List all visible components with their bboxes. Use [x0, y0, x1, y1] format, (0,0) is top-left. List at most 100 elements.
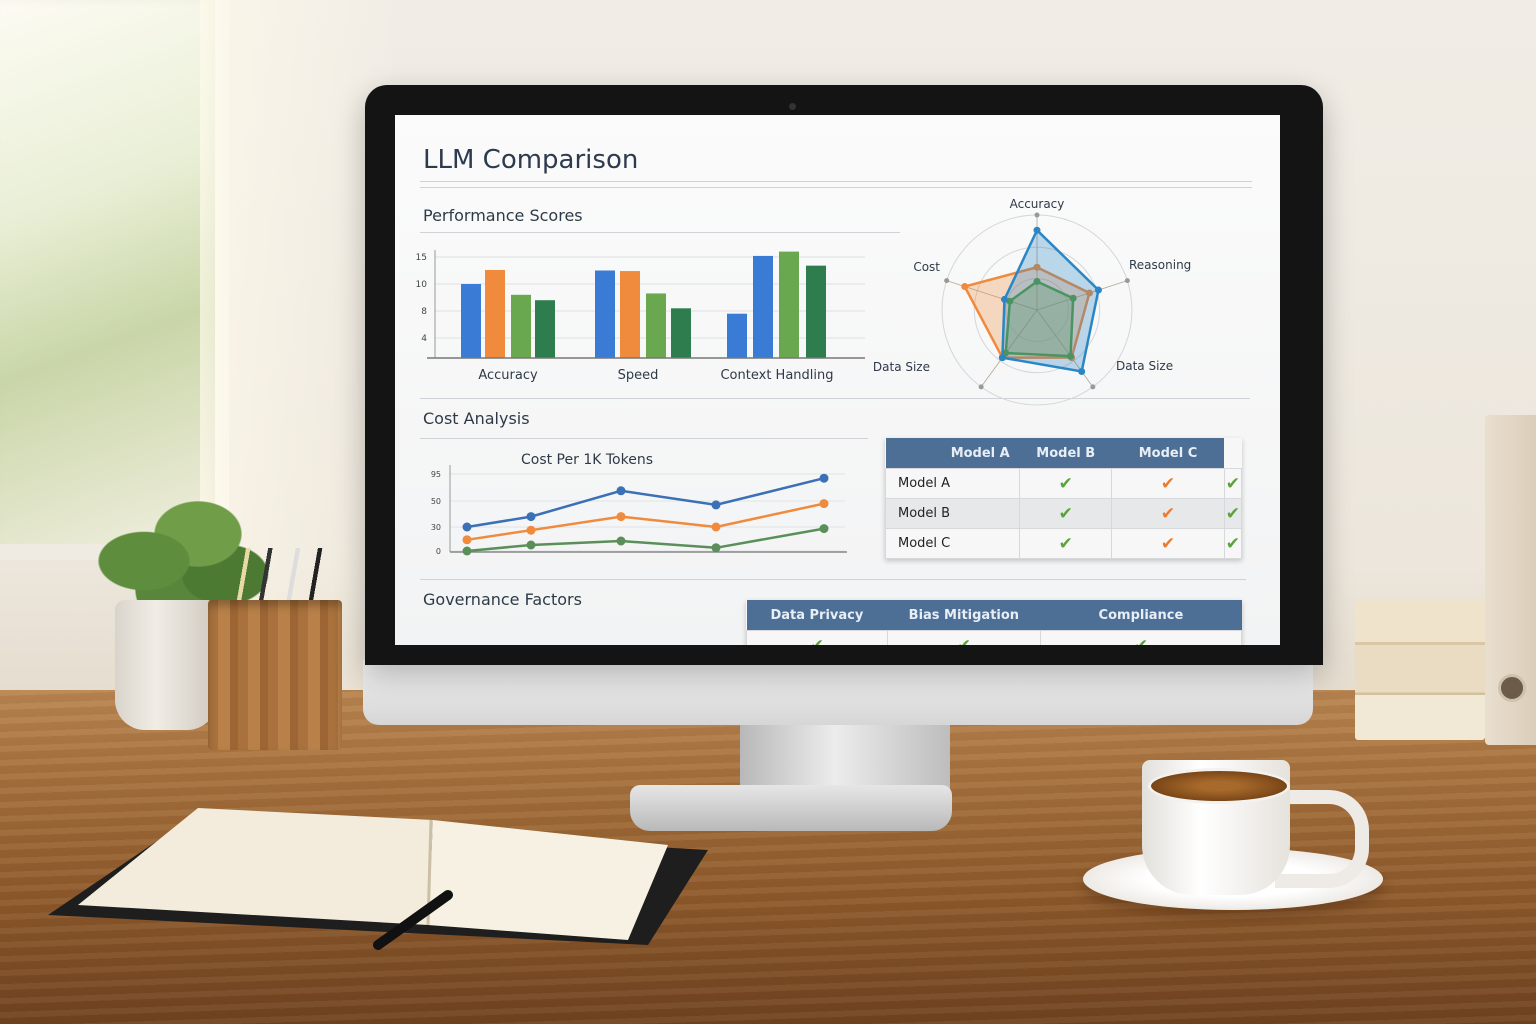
- section-cost-title: Cost Analysis: [423, 409, 530, 428]
- bar: [485, 269, 505, 358]
- bar: [779, 251, 799, 358]
- radar-point: [1069, 294, 1077, 302]
- line-point: [711, 500, 721, 510]
- table-row: Model B ✔ ✔ ✔: [884, 498, 1243, 529]
- bar: [727, 313, 747, 358]
- notebook: [48, 808, 708, 950]
- column-header: Model B: [1019, 438, 1112, 469]
- bar: [671, 308, 691, 358]
- check-icon: ✔: [746, 630, 888, 645]
- radar-point: [1000, 295, 1008, 303]
- radar-point: [1094, 286, 1102, 294]
- check-icon: ✔: [1019, 468, 1113, 499]
- plant-pot: [115, 600, 217, 730]
- line-point: [711, 522, 721, 532]
- check-icon: ✔: [1223, 528, 1243, 559]
- radar-point: [998, 354, 1006, 362]
- radar-point: [1006, 297, 1014, 305]
- check-icon: ✔: [1111, 528, 1225, 559]
- model-table: Model A Model B Model C Model A ✔ ✔ ✔ Model …: [884, 438, 1243, 559]
- line-series: [466, 502, 825, 542]
- x-tick-label: Context Handling: [720, 368, 833, 383]
- line-point: [819, 524, 829, 534]
- radar-axis-label: Data Size: [873, 360, 930, 374]
- books: [1355, 600, 1485, 740]
- line-point: [526, 525, 536, 535]
- radar-point: [1078, 367, 1086, 375]
- binder-ring: [1498, 674, 1526, 702]
- title-divider: [420, 181, 1252, 182]
- radar-series-area: [962, 265, 1091, 359]
- line-point: [462, 522, 472, 532]
- column-header: Bias Mitigation: [887, 600, 1041, 631]
- column-header: Model C: [1111, 438, 1225, 469]
- line-point: [462, 546, 472, 556]
- radar-point: [1067, 352, 1075, 360]
- check-icon: ✔: [886, 630, 1041, 645]
- bar: [646, 293, 666, 358]
- line-point: [819, 473, 829, 483]
- monitor-chin: [363, 660, 1313, 725]
- x-tick-label: Accuracy: [478, 368, 538, 383]
- radar-axis-label: Accuracy: [1010, 197, 1065, 211]
- radar-point: [1033, 226, 1041, 234]
- bar-chart: 4 8 10 15 Accuracy Speed Context Handling: [416, 250, 865, 383]
- table-header-row: Model A Model B Model C: [885, 438, 1242, 469]
- y-tick-label: 10: [416, 280, 428, 290]
- bar: [806, 265, 826, 358]
- y-tick-label: 8: [421, 307, 427, 317]
- section-governance-title: Governance Factors: [423, 590, 582, 609]
- radar-point: [1085, 289, 1093, 297]
- table-row: ✔ ✔ ✔: [746, 630, 1243, 645]
- radar-axis-dot: [1034, 212, 1040, 218]
- pencil-holder: [208, 600, 342, 750]
- performance-divider: [420, 232, 900, 233]
- governance-table: Data Privacy Bias Mitigation Compliance …: [746, 600, 1243, 645]
- radar-spoke: [1036, 280, 1128, 311]
- check-icon: ✔: [1111, 468, 1225, 499]
- pens: [235, 548, 335, 608]
- bar: [620, 271, 640, 358]
- column-header: Model A: [885, 438, 1020, 469]
- bar: [511, 294, 531, 358]
- bar: [753, 255, 773, 358]
- row-label: Model B: [884, 498, 1020, 529]
- section-performance-title: Performance Scores: [423, 206, 583, 225]
- column-header: Data Privacy: [746, 600, 888, 631]
- radar-axis-label: Data Size: [1116, 359, 1173, 373]
- row-label: Model A: [884, 468, 1020, 499]
- radar-series-area: [1001, 228, 1100, 373]
- line-point: [616, 512, 626, 522]
- radar-chart: Accuracy Reasoning Data Size Data Size Cost: [873, 197, 1191, 406]
- table-row: Model C ✔ ✔ ✔: [884, 528, 1243, 559]
- check-icon: ✔: [1039, 630, 1243, 645]
- line-chart: 0 30 50 95: [431, 465, 847, 556]
- webcam: [789, 103, 796, 110]
- table-row: Model A ✔ ✔ ✔: [884, 468, 1243, 499]
- radar-axis-dot: [1124, 278, 1130, 284]
- cup-handle: [1275, 790, 1369, 888]
- cost-divider: [420, 438, 868, 439]
- y-tick-label: 50: [431, 497, 441, 506]
- bar: [461, 284, 481, 358]
- radar-axis-dot: [978, 384, 984, 390]
- bar: [595, 270, 615, 358]
- section-divider: [420, 398, 1250, 399]
- title-divider-2: [420, 187, 1252, 188]
- charts-layer: 4 8 10 15 Accuracy Speed Context Handling Accu…: [416, 197, 1192, 556]
- line-chart-title: Cost Per 1K Tokens: [521, 452, 653, 468]
- line-point: [526, 540, 536, 550]
- y-tick-label: 4: [421, 334, 427, 344]
- line-point: [616, 486, 626, 496]
- line-point: [616, 536, 626, 546]
- row-label: Model C: [884, 528, 1020, 559]
- y-tick-label: 95: [431, 470, 441, 479]
- y-tick-label: 0: [436, 547, 441, 556]
- line-point: [462, 535, 472, 545]
- line-point: [526, 512, 536, 522]
- pen: [373, 890, 453, 950]
- radar-point: [1033, 278, 1041, 285]
- check-icon: ✔: [1019, 498, 1113, 529]
- check-icon: ✔: [1019, 528, 1113, 559]
- radar-spoke: [980, 309, 1038, 388]
